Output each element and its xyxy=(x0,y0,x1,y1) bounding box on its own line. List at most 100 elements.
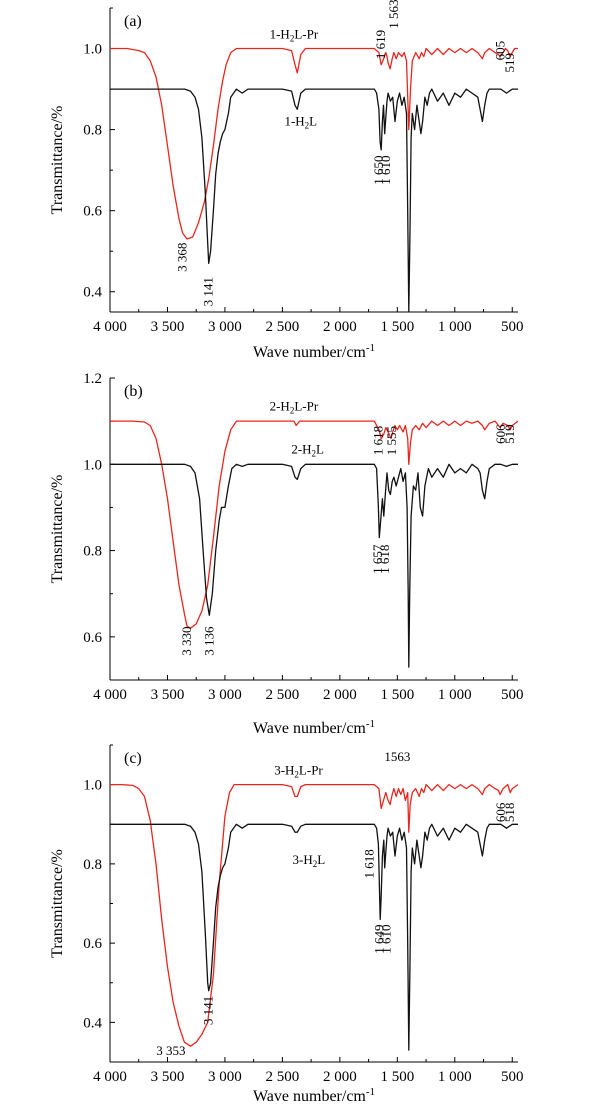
series-label-part: 1-H xyxy=(284,114,304,129)
x-axis-label-text: Wave number/cm xyxy=(253,344,366,361)
series-label: 3-H2L xyxy=(292,852,325,869)
peak-annotation: 606 xyxy=(493,802,508,822)
series-label-part: L xyxy=(309,114,317,129)
x-tick-label: 500 xyxy=(501,1069,524,1085)
series-label-part: 2-H xyxy=(270,398,290,413)
x-tick-label: 2 000 xyxy=(323,1069,357,1085)
series-line-ligand xyxy=(110,823,518,1051)
peak-annotation: 1 618 xyxy=(370,426,385,455)
series-label-part: 2-H xyxy=(291,442,311,457)
series-label-subscript: 2 xyxy=(305,121,310,131)
x-axis-label: Wave number/cm-1 xyxy=(253,1086,375,1105)
x-axis-label-superscript: -1 xyxy=(366,342,375,354)
x-axis-label-superscript: -1 xyxy=(366,1086,375,1098)
y-axis-label: Transmittance/% xyxy=(49,475,66,584)
x-axis-label-superscript: -1 xyxy=(366,718,375,730)
y-tick-label: 0.6 xyxy=(83,204,102,220)
x-axis-label-text: Wave number/cm xyxy=(253,1088,366,1105)
peak-annotation: 1 563 xyxy=(386,0,401,29)
x-tick-label: 3 500 xyxy=(151,319,185,335)
chart-panel-a: 4 000 3 500 3 000 2 500 2 000 1 500 1 000 500 0.… xyxy=(49,0,524,361)
series-line-pr xyxy=(110,420,519,629)
y-tick-label: 0.8 xyxy=(83,123,102,139)
peak-annotation: 518 xyxy=(502,803,517,823)
peak-annotation: 3 368 xyxy=(175,243,190,272)
panel-label: (a) xyxy=(124,13,142,30)
peak-annotation: 1 657 xyxy=(370,544,385,574)
x-tick-label: 3 500 xyxy=(151,687,185,703)
x-tick-label: 2 000 xyxy=(323,319,357,335)
x-tick-label: 4 000 xyxy=(93,319,127,335)
series-label: 1-H2L-Pr xyxy=(270,26,319,43)
peak-annotation: 3 330 xyxy=(179,627,194,656)
y-tick-label: 1.0 xyxy=(83,457,102,473)
series-label-part: 3-H xyxy=(274,763,294,778)
y-axis-label: Transmittance/% xyxy=(49,849,66,958)
x-axis-label: Wave number/cm-1 xyxy=(253,718,375,737)
peak-annotation: 3 136 xyxy=(201,626,216,656)
series-line-pr xyxy=(110,783,519,1047)
y-tick-label: 0.4 xyxy=(83,285,102,301)
peak-annotation: 606 xyxy=(493,424,508,444)
x-tick-label: 1 000 xyxy=(438,319,472,335)
x-tick-label: 2 500 xyxy=(266,319,300,335)
chart-panel-c: 4 000 3 500 3 000 2 500 2 000 1 500 1 000 500 0.… xyxy=(49,744,524,1105)
x-tick-label: 3 000 xyxy=(208,319,242,335)
x-tick-label: 3 500 xyxy=(151,1069,185,1085)
peak-annotation: 1 618 xyxy=(362,849,377,878)
x-tick-label: 2 500 xyxy=(266,687,300,703)
peak-annotation: 1 555 xyxy=(384,426,399,455)
x-tick-label: 1 000 xyxy=(438,1069,472,1085)
peak-annotation: 519 xyxy=(502,424,517,444)
x-axis-label-text: Wave number/cm xyxy=(253,720,366,737)
y-tick-label: 0.4 xyxy=(83,1015,102,1031)
series-line-pr xyxy=(110,47,518,240)
series-label-subscript: 2 xyxy=(313,859,318,869)
x-tick-label: 1 000 xyxy=(438,687,472,703)
x-tick-label: 2 500 xyxy=(266,1069,300,1085)
series-line-ligand xyxy=(110,463,518,668)
panel-label: (b) xyxy=(124,383,143,400)
peak-annotation: 1 649 xyxy=(372,925,387,954)
peak-annotation: 1 610 xyxy=(378,156,393,185)
series-label-part: L xyxy=(316,442,324,457)
y-tick-label: 1.2 xyxy=(83,371,102,387)
x-tick-label: 4 000 xyxy=(93,687,127,703)
peak-annotation: 1 610 xyxy=(378,925,393,954)
x-tick-label: 3 000 xyxy=(208,1069,242,1085)
y-axis-label: Transmittance/% xyxy=(49,106,66,215)
series-label-part: 1-H xyxy=(270,26,290,41)
panel-label: (c) xyxy=(124,750,142,767)
y-tick-label: 0.8 xyxy=(83,544,102,560)
peak-annotation: 519 xyxy=(502,53,517,73)
x-axis-label: Wave number/cm-1 xyxy=(253,342,375,361)
y-tick-label: 0.6 xyxy=(83,936,102,952)
y-tick-label: 1.0 xyxy=(83,42,102,58)
x-tick-label: 1 500 xyxy=(380,319,414,335)
series-label-part: 3-H xyxy=(292,852,312,867)
peak-annotation: 3 141 xyxy=(201,996,216,1025)
series-label: 2-H2L-Pr xyxy=(270,398,319,415)
x-tick-label: 500 xyxy=(501,319,524,335)
x-tick-label: 4 000 xyxy=(93,1069,127,1085)
x-tick-label: 1 500 xyxy=(380,687,414,703)
x-tick-label: 1 500 xyxy=(380,1069,414,1085)
series-label-subscript: 2 xyxy=(290,33,295,43)
series-label-subscript: 2 xyxy=(294,770,299,780)
peak-annotation: 3 353 xyxy=(156,1043,185,1058)
series-label-part: L-Pr xyxy=(294,26,319,41)
series-label-subscript: 2 xyxy=(312,449,317,459)
y-tick-label: 0.8 xyxy=(83,857,102,873)
series-label-part: L xyxy=(317,852,325,867)
x-tick-label: 500 xyxy=(501,687,524,703)
series-label-part: L-Pr xyxy=(294,398,319,413)
series-label-subscript: 2 xyxy=(290,405,295,415)
x-tick-label: 3 000 xyxy=(208,687,242,703)
x-tick-label: 2 000 xyxy=(323,687,357,703)
peak-annotation: 1563 xyxy=(384,749,410,764)
peak-annotation: 1 618 xyxy=(377,545,392,574)
series-label: 2-H2L xyxy=(291,442,324,459)
peak-annotation: 3 141 xyxy=(201,277,216,306)
chart-panel-b: 4 000 3 500 3 000 2 500 2 000 1 500 1 000 500 0.… xyxy=(49,371,524,737)
